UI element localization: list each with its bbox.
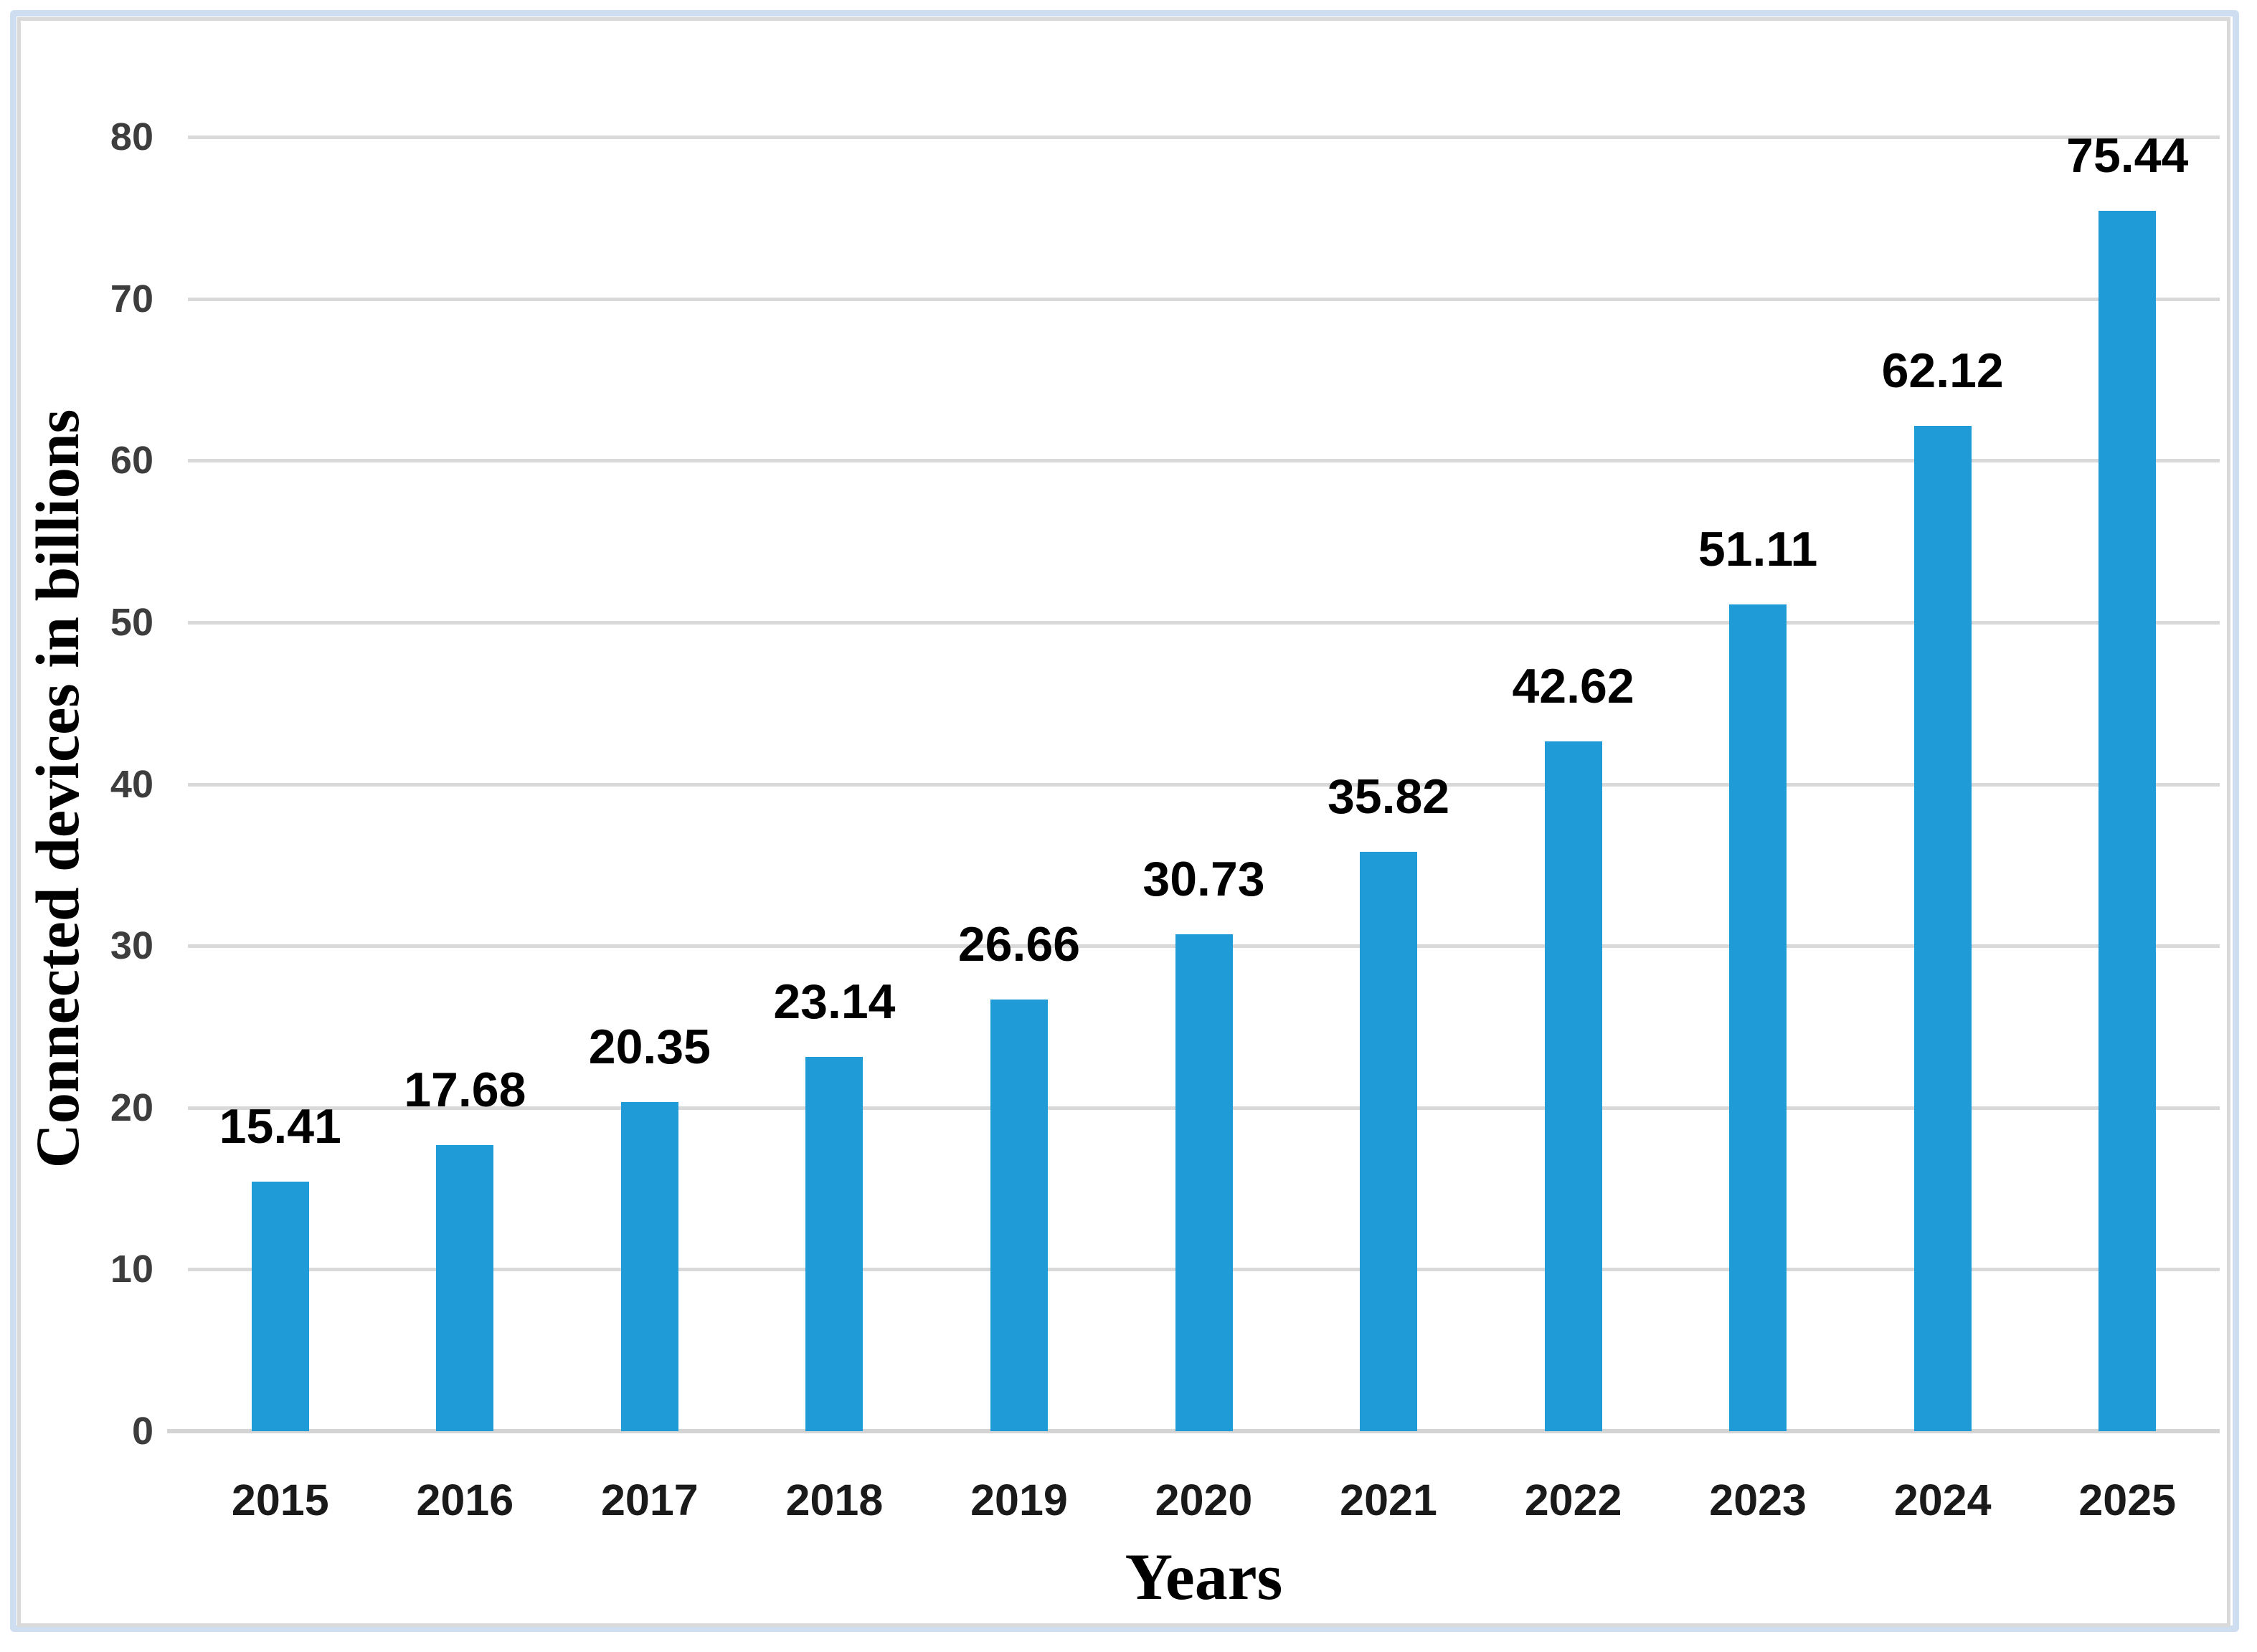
- bar-2024: [1913, 426, 1972, 1431]
- x-tick-2018: 2018: [785, 1476, 884, 1524]
- y-tick-30: 30: [110, 924, 153, 968]
- value-label-2022: 42.62: [1512, 659, 1634, 714]
- y-tick-50: 50: [110, 600, 153, 644]
- gridline-80: [188, 136, 2220, 139]
- bar-2020: [1175, 934, 1233, 1431]
- value-label-2021: 35.82: [1327, 769, 1450, 824]
- bar-2023: [1729, 604, 1787, 1431]
- bar-2018: [805, 1056, 863, 1431]
- bar-2017: [620, 1101, 678, 1431]
- y-tick-10: 10: [110, 1248, 153, 1291]
- bar-2021: [1360, 851, 1418, 1431]
- y-tick-40: 40: [110, 762, 153, 806]
- x-tick-2025: 2025: [2078, 1476, 2177, 1524]
- x-tick-2016: 2016: [416, 1476, 514, 1524]
- chart-border: [17, 17, 2230, 1627]
- gridline-40: [188, 782, 2220, 787]
- value-label-2016: 17.68: [404, 1063, 526, 1118]
- x-axis-line: [167, 1429, 2220, 1433]
- bar-2025: [2099, 210, 2157, 1431]
- x-tick-2017: 2017: [601, 1476, 699, 1524]
- value-label-2024: 62.12: [1881, 343, 2004, 399]
- x-tick-2020: 2020: [1155, 1476, 1253, 1524]
- value-label-2018: 23.14: [773, 974, 896, 1029]
- x-tick-2021: 2021: [1340, 1476, 1437, 1524]
- bar-2015: [251, 1182, 309, 1431]
- value-label-2020: 30.73: [1142, 851, 1265, 906]
- value-label-2017: 20.35: [588, 1019, 711, 1074]
- bar-2019: [990, 1000, 1048, 1431]
- gridline-70: [188, 297, 2220, 301]
- value-label-2015: 15.41: [219, 1099, 341, 1154]
- y-tick-70: 70: [110, 277, 153, 321]
- value-label-2023: 51.11: [1698, 521, 1818, 576]
- bar-2016: [436, 1145, 494, 1431]
- x-tick-2024: 2024: [1893, 1476, 1992, 1524]
- value-label-2019: 26.66: [957, 917, 1081, 972]
- x-axis-title: Years: [1125, 1540, 1283, 1613]
- x-tick-2023: 2023: [1709, 1476, 1807, 1524]
- value-label-2025: 75.44: [2066, 128, 2189, 183]
- y-tick-20: 20: [110, 1086, 153, 1129]
- y-tick-80: 80: [110, 115, 153, 158]
- bar-2022: [1544, 741, 1602, 1431]
- gridline-50: [188, 620, 2220, 625]
- x-tick-2022: 2022: [1524, 1476, 1622, 1524]
- y-tick-0: 0: [131, 1410, 153, 1453]
- x-tick-2015: 2015: [231, 1476, 329, 1524]
- y-tick-60: 60: [110, 439, 153, 483]
- gridline-60: [188, 459, 2220, 463]
- x-tick-2019: 2019: [970, 1476, 1068, 1524]
